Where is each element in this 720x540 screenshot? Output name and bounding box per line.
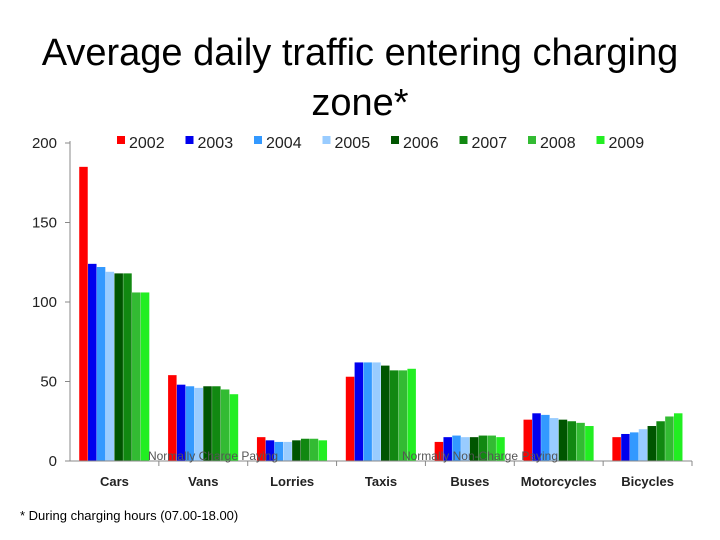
group-labels: Normally Charge Paying Normally Non-Charg… — [148, 449, 558, 463]
bar-bicycles-2009 — [673, 413, 683, 461]
legend-label-2007: 2007 — [472, 135, 508, 152]
bar-motorcycles-2005 — [549, 418, 559, 461]
bar-vans-2002 — [168, 375, 177, 461]
bar-bicycles-2003 — [621, 433, 630, 461]
legend-swatch-2005 — [322, 136, 331, 144]
legend-swatch-2007 — [459, 136, 468, 144]
legend: 2002 2003 2004 2005 2006 2007 2008 2009 — [117, 135, 644, 152]
bar-motorcycles-2003 — [532, 413, 541, 461]
x-category-label: Cars — [100, 474, 129, 489]
bar-lorries-2006 — [292, 440, 301, 461]
legend-swatch-2003 — [185, 136, 194, 144]
bar-bicycles-2007 — [656, 421, 665, 461]
x-category-label: Vans — [188, 474, 218, 489]
y-tick-label: 0 — [49, 453, 57, 470]
bar-lorries-2002 — [256, 437, 266, 461]
bar-cars-2007 — [123, 273, 132, 461]
bar-vans-2004 — [185, 386, 195, 461]
bar-buses-2006 — [469, 437, 479, 461]
x-category-label: Bicycles — [621, 474, 674, 489]
footnote: * During charging hours (07.00-18.00) — [20, 508, 239, 523]
bar-taxis-2007 — [389, 370, 399, 461]
bar-vans-2005 — [194, 387, 203, 461]
bar-bicycles-2005 — [638, 429, 648, 461]
legend-label-2008: 2008 — [540, 135, 576, 152]
bars-group — [79, 166, 683, 461]
bar-buses-2003 — [443, 437, 452, 461]
legend-label-2006: 2006 — [403, 135, 439, 152]
bar-motorcycles-2006 — [558, 419, 568, 461]
bar-motorcycles-2002 — [523, 419, 533, 461]
legend-label-2005: 2005 — [335, 135, 371, 152]
y-tick-label: 150 — [32, 215, 57, 232]
bar-taxis-2004 — [363, 362, 372, 461]
bar-motorcycles-2004 — [541, 414, 550, 461]
bar-taxis-2009 — [407, 368, 416, 461]
bar-cars-2008 — [132, 292, 141, 461]
bar-lorries-2003 — [265, 440, 275, 461]
bar-lorries-2008 — [309, 438, 319, 461]
legend-label-2004: 2004 — [266, 135, 302, 152]
bar-bicycles-2002 — [612, 437, 621, 461]
y-tick-label: 100 — [32, 294, 57, 311]
bar-motorcycles-2009 — [585, 426, 594, 461]
x-category-label: Motorcycles — [521, 474, 597, 489]
bar-vans-2006 — [203, 386, 212, 461]
bar-taxis-2005 — [372, 362, 381, 461]
bar-cars-2005 — [105, 271, 115, 461]
bar-buses-2005 — [461, 437, 470, 461]
bar-motorcycles-2007 — [567, 421, 577, 461]
chart-title: Average daily traffic entering charging … — [41, 32, 679, 124]
legend-label-2003: 2003 — [198, 135, 234, 152]
bar-buses-2008 — [487, 435, 496, 461]
bar-vans-2009 — [229, 394, 239, 461]
bar-cars-2002 — [79, 166, 88, 461]
bar-buses-2009 — [496, 437, 505, 461]
legend-swatch-2002 — [117, 136, 125, 144]
x-axis-group: Cars Vans Lorries Taxis Buses Motorcycles Bicy… — [70, 460, 693, 489]
bar-lorries-2007 — [300, 438, 310, 461]
bar-vans-2003 — [176, 384, 186, 461]
legend-swatch-2004 — [254, 136, 262, 144]
y-tick-label: 200 — [32, 135, 57, 152]
bar-lorries-2005 — [283, 441, 292, 461]
bar-taxis-2006 — [381, 365, 390, 461]
bar-taxis-2008 — [398, 370, 408, 461]
bar-taxis-2002 — [345, 376, 355, 461]
bar-buses-2002 — [434, 441, 444, 461]
group-label: Normally Non-Charge Paying — [402, 449, 558, 463]
bar-vans-2007 — [212, 386, 221, 461]
bar-bicycles-2004 — [629, 432, 639, 461]
bar-buses-2007 — [478, 435, 488, 461]
legend-swatch-2009 — [596, 136, 605, 144]
bar-vans-2008 — [220, 389, 230, 461]
x-category-label: Buses — [450, 474, 489, 489]
x-category-label: Lorries — [270, 474, 314, 489]
y-axis-group: 0 50 100 150 200 — [32, 135, 71, 470]
bar-motorcycles-2008 — [576, 422, 585, 461]
bar-taxis-2003 — [354, 362, 364, 461]
bar-lorries-2004 — [274, 441, 284, 461]
legend-swatch-2008 — [528, 136, 536, 144]
bar-bicycles-2008 — [665, 416, 674, 461]
bar-bicycles-2006 — [647, 426, 657, 461]
bar-lorries-2009 — [318, 440, 328, 461]
bar-cars-2003 — [88, 263, 97, 461]
bar-cars-2006 — [114, 273, 123, 461]
legend-swatch-2006 — [391, 136, 399, 144]
bar-buses-2004 — [452, 435, 461, 461]
group-label: Normally Charge Paying — [148, 449, 278, 463]
bar-cars-2009 — [140, 292, 150, 461]
x-category-label: Taxis — [365, 474, 397, 489]
legend-label-2002: 2002 — [129, 135, 165, 152]
bar-cars-2004 — [96, 267, 106, 461]
y-tick-label: 50 — [40, 374, 57, 391]
legend-label-2009: 2009 — [609, 135, 645, 152]
